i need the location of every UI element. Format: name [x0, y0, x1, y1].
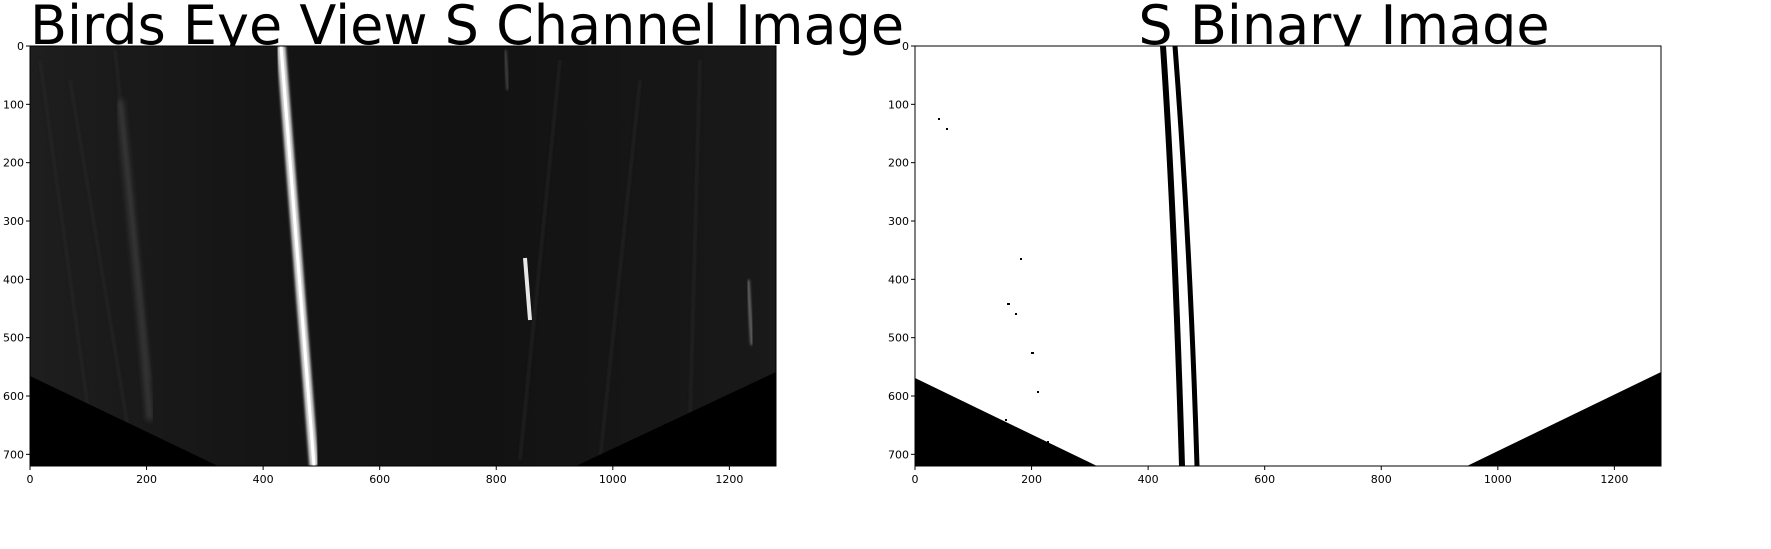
- s-channel-plot: 0 200 400 600 800 1000 1200 0 100 200 300 400 500 600…: [3, 40, 777, 486]
- x-tick-label: 200: [136, 473, 157, 486]
- y-tick-label: 600: [888, 390, 909, 403]
- s-binary-image: [915, 45, 1661, 467]
- x-tick-label: 0: [27, 473, 34, 486]
- x-tick-label: 800: [486, 473, 507, 486]
- x-tick-label: 1000: [1484, 473, 1512, 486]
- y-tick-label: 700: [3, 448, 24, 461]
- s-channel-panel: Birds Eye View S Channel Image: [0, 0, 904, 549]
- s-channel-axes-frame: [29, 45, 777, 467]
- s-binary-axes-frame: [914, 45, 1662, 467]
- s-binary-plot: 0 200 400 600 800 1000 1200 0 100 200 300 400 500 600…: [888, 40, 1662, 486]
- x-tick-label: 600: [369, 473, 390, 486]
- s-channel-ticks: 0 200 400 600 800 1000 1200 0 100 200 300 400 500 600…: [3, 40, 743, 486]
- x-tick-label: 400: [253, 473, 274, 486]
- y-tick-label: 0: [17, 40, 24, 53]
- x-tick-label: 1000: [599, 473, 627, 486]
- y-tick-label: 400: [3, 273, 24, 286]
- y-tick-label: 300: [888, 215, 909, 228]
- x-tick-label: 1200: [1600, 473, 1628, 486]
- x-tick-label: 600: [1254, 473, 1275, 486]
- y-tick-label: 200: [3, 157, 24, 170]
- x-tick-label: 800: [1371, 473, 1392, 486]
- y-tick-label: 500: [3, 332, 24, 345]
- s-channel-image: [30, 45, 776, 467]
- y-tick-label: 100: [3, 98, 24, 111]
- y-tick-label: 700: [888, 448, 909, 461]
- s-binary-ticks: 0 200 400 600 800 1000 1200 0 100 200 300 400 500 600…: [888, 40, 1628, 486]
- y-tick-label: 400: [888, 273, 909, 286]
- x-tick-label: 1200: [715, 473, 743, 486]
- y-tick-label: 500: [888, 332, 909, 345]
- y-tick-label: 600: [3, 390, 24, 403]
- s-binary-panel: S Binary Image 0 20: [885, 0, 1745, 549]
- y-tick-label: 300: [3, 215, 24, 228]
- y-tick-label: 100: [888, 98, 909, 111]
- x-tick-label: 400: [1138, 473, 1159, 486]
- x-tick-label: 200: [1021, 473, 1042, 486]
- y-tick-label: 0: [902, 40, 909, 53]
- x-tick-label: 0: [912, 473, 919, 486]
- y-tick-label: 200: [888, 157, 909, 170]
